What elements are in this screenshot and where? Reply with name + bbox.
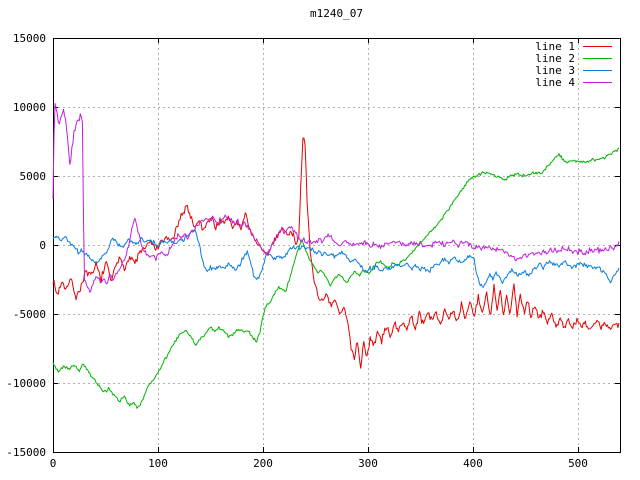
legend-item-line-1: line 1	[535, 40, 612, 53]
x-tick-label: 400	[463, 457, 483, 470]
series-line-1	[52, 137, 620, 369]
chart-title: m1240_07	[310, 7, 363, 20]
series-line-4	[52, 103, 620, 293]
y-tick-label: 0	[39, 239, 46, 252]
series-line-2	[52, 147, 620, 409]
series-line-3	[52, 228, 620, 288]
y-tick-label: 10000	[12, 101, 46, 114]
y-tick-label: -15000	[6, 446, 46, 459]
legend-label: line 2	[535, 52, 575, 65]
legend-item-line-2: line 2	[535, 52, 612, 65]
y-tick-label: 15000	[12, 32, 46, 45]
legend-line-sample	[583, 58, 612, 59]
x-tick-label: 100	[148, 457, 168, 470]
legend-label: line 3	[535, 64, 575, 77]
legend-line-sample	[583, 46, 612, 47]
legend-label: line 4	[535, 76, 575, 89]
x-tick-label: 0	[49, 457, 57, 470]
y-tick-label: -10000	[6, 377, 46, 390]
x-tick-label: 200	[253, 457, 273, 470]
y-tick-label: -5000	[12, 308, 46, 321]
x-tick-label: 300	[358, 457, 378, 470]
legend-label: line 1	[535, 40, 575, 53]
y-tick-label: 5000	[19, 170, 47, 183]
legend-item-line-3: line 3	[535, 64, 612, 77]
x-tick-label: 500	[568, 457, 588, 470]
legend-item-line-4: line 4	[535, 76, 612, 89]
legend-line-sample	[583, 82, 612, 83]
legend-line-sample	[583, 70, 612, 71]
gridlines	[53, 38, 620, 452]
plot-border	[53, 38, 621, 453]
